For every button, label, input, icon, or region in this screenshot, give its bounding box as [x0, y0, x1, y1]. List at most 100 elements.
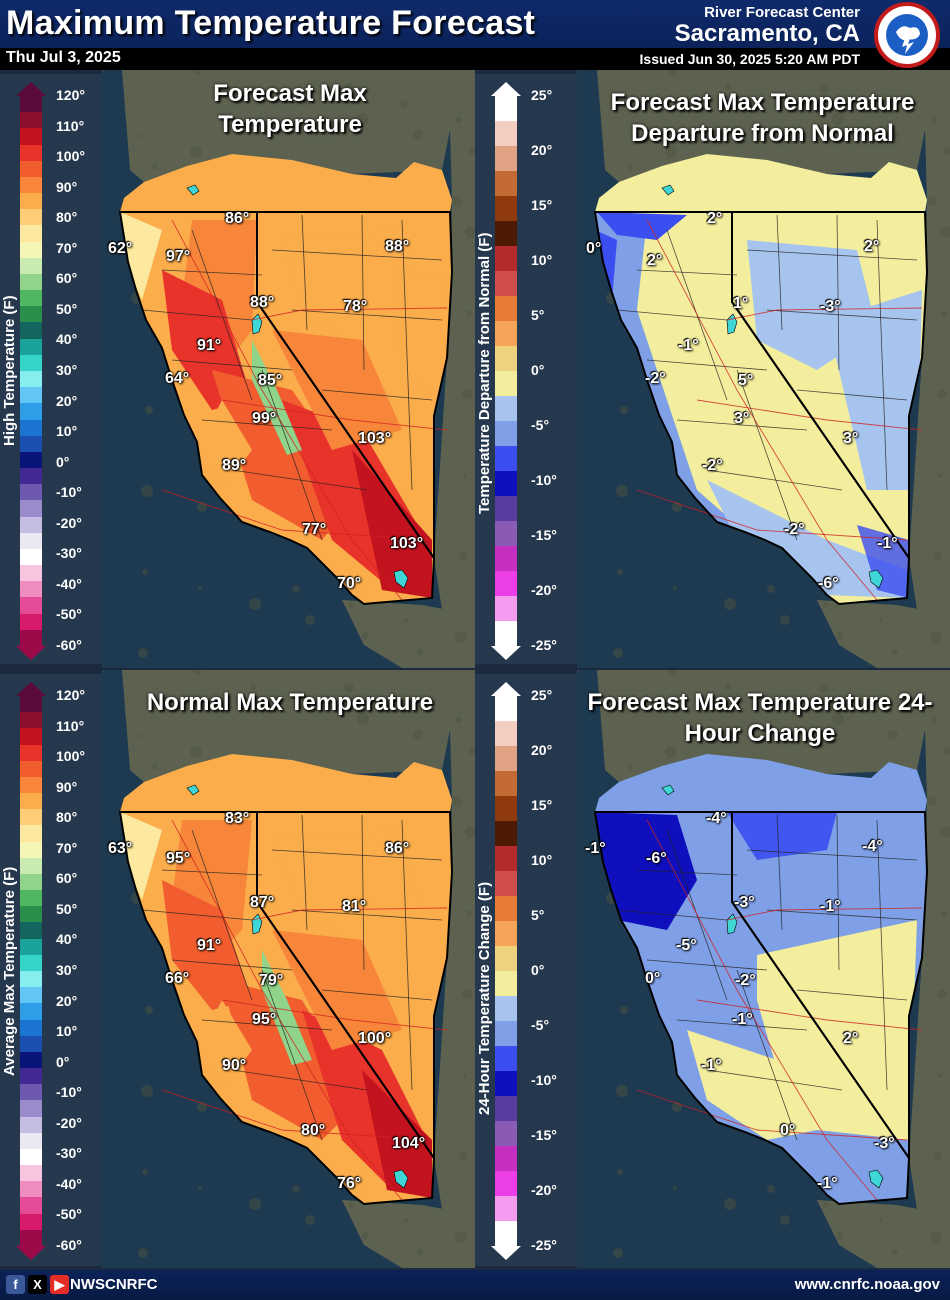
temp-legend-forecast-swatch	[20, 613, 42, 631]
temp-legend-forecast-tick-label: -50°	[56, 606, 82, 623]
map-value-label: 86°	[385, 840, 410, 857]
map-value-label: 104°	[392, 1135, 426, 1152]
temp-legend-normal: 120° 110° 100° 90° 80° 70° 60° 50° 40° 30° 20° 10° 0…	[0, 674, 102, 1266]
change-legend-swatch	[495, 696, 517, 722]
temp-legend-forecast-swatch	[20, 500, 42, 518]
temp-legend-forecast-swatch	[20, 96, 42, 113]
temp-legend-forecast-tick-label: 60°	[56, 270, 78, 287]
change-legend-swatch	[495, 1121, 517, 1147]
change-legend-tick-label: -20°	[531, 1182, 557, 1198]
change-legend-swatch	[495, 1196, 517, 1222]
temp-legend-forecast-swatch	[20, 290, 42, 307]
temp-legend-forecast-tick-label: 90°	[56, 178, 78, 195]
temp-legend-forecast-tick-label: 120°	[56, 87, 85, 103]
change-legend-swatch	[495, 1021, 517, 1047]
map-value-label: 95°	[166, 850, 191, 867]
map-value-label: -1°	[732, 1011, 753, 1028]
change-legend-swatch	[495, 1171, 517, 1197]
temp-legend-forecast-swatch	[20, 468, 42, 485]
youtube-icon[interactable]: ▶	[50, 1275, 69, 1294]
temp-legend-normal-tick-label: -30°	[56, 1145, 82, 1162]
change-legend-tick-label: 10°	[531, 852, 553, 868]
change-legend-swatch	[495, 821, 517, 847]
forecast-date: Thu Jul 3, 2025	[6, 49, 121, 66]
departure-legend-swatch	[495, 571, 517, 597]
map-value-label: 99°	[252, 410, 277, 427]
website-link[interactable]: www.cnrfc.noaa.gov	[794, 1276, 940, 1293]
map-forecast-max-temp	[102, 70, 475, 668]
change-legend-swatch	[495, 1046, 517, 1072]
temp-legend-normal-swatch	[20, 922, 42, 940]
map-departure-from-normal	[577, 70, 950, 668]
rfc-city: Sacramento, CA	[674, 20, 860, 47]
temp-legend-forecast-swatch	[20, 565, 42, 582]
temp-legend-forecast-swatch	[20, 451, 42, 469]
social-handle[interactable]: NWSCNRFC	[70, 1276, 158, 1293]
map-value-label: -1°	[817, 1175, 838, 1192]
departure-legend-swatch	[495, 146, 517, 172]
change-legend-swatch	[495, 796, 517, 822]
change-legend-swatch	[495, 1146, 517, 1172]
map-value-label: 81°	[342, 898, 367, 915]
map-value-label: 88°	[250, 294, 275, 311]
temp-legend-normal-swatch	[20, 1019, 42, 1037]
departure-legend-swatch	[495, 446, 517, 472]
rfc-label: River Forecast Center	[704, 4, 860, 21]
temp-legend-normal-tick-label: 100°	[56, 748, 85, 765]
temp-legend-normal-swatch	[20, 1181, 42, 1199]
departure-legend-swatch	[495, 621, 517, 647]
x-twitter-icon[interactable]: X	[28, 1275, 47, 1294]
temp-legend-forecast-swatch	[20, 241, 42, 259]
facebook-icon[interactable]: f	[6, 1275, 25, 1294]
departure-legend-swatch	[495, 171, 517, 197]
map-value-label: 5°	[738, 372, 754, 389]
change-legend-tick-label: 15°	[531, 797, 553, 813]
temp-legend-forecast-tick-label: -60°	[56, 637, 82, 653]
departure-legend-swatch	[495, 96, 517, 122]
temp-legend-normal-tick-label: -60°	[56, 1237, 82, 1253]
departure-legend-swatch	[495, 271, 517, 297]
panel-title-normal-text: Normal Max Temperature	[146, 689, 434, 716]
departure-legend-swatch	[495, 221, 517, 247]
temp-legend-normal-swatch	[20, 954, 42, 972]
panel-title-normal: Normal Max Temperature	[115, 687, 465, 718]
temp-legend-normal-swatch	[20, 825, 42, 843]
temp-legend-normal-tick-label: -50°	[56, 1206, 82, 1223]
departure-legend-swatch	[495, 396, 517, 422]
map-value-label: 70°	[337, 575, 362, 592]
departure-legend-swatch	[495, 346, 517, 372]
change-legend-swatch	[495, 721, 517, 747]
temp-legend-normal-swatch	[20, 696, 42, 713]
departure-legend: 25° 20° 15° 10° 5° 0° -5° -10° -15° -20° -25°	[475, 74, 577, 664]
temp-legend-normal-tick-label: 70°	[56, 839, 78, 856]
map-value-label: -3°	[734, 894, 755, 911]
temp-legend-forecast-swatch	[20, 176, 42, 194]
map-value-label: 3°	[843, 430, 859, 447]
departure-legend-swatch	[495, 196, 517, 222]
temp-legend-normal-swatch	[20, 793, 42, 810]
map-value-label: 62°	[108, 240, 133, 257]
change-legend-tick-label: -15°	[531, 1127, 557, 1143]
temp-legend-forecast-tick-label: -40°	[56, 575, 82, 592]
departure-legend-tick-label: -25°	[531, 637, 557, 653]
departure-legend-swatch	[495, 596, 517, 622]
temp-legend-forecast: 120° 110° 100° 90° 80° 70° 60° 50° 40° 30° 20° 10° 0…	[0, 74, 102, 664]
departure-legend-tick-label: -10°	[531, 472, 557, 488]
temp-legend-forecast-swatch	[20, 193, 42, 210]
temp-legend-normal-arrow-up-icon	[16, 682, 46, 696]
temp-legend-normal-swatch	[20, 1100, 42, 1118]
temp-legend-forecast-tick-label: -20°	[56, 514, 82, 531]
temp-legend-normal-swatch	[20, 857, 42, 875]
temp-legend-forecast-swatch	[20, 435, 42, 453]
temp-legend-normal-swatch	[20, 906, 42, 924]
change-legend-swatch	[495, 1096, 517, 1122]
temp-legend-normal-tick-label: -40°	[56, 1175, 82, 1192]
temp-legend-normal-tick-label: -20°	[56, 1114, 82, 1131]
map-normal-max-temp	[102, 670, 475, 1268]
temp-legend-normal-swatch	[20, 1148, 42, 1166]
map-value-label: -2°	[702, 457, 723, 474]
temp-legend-forecast-tick-label: 50°	[56, 300, 78, 317]
temp-legend-normal-swatch	[20, 744, 42, 762]
map-value-label: -5°	[676, 937, 697, 954]
map-value-label: -2°	[784, 521, 805, 538]
